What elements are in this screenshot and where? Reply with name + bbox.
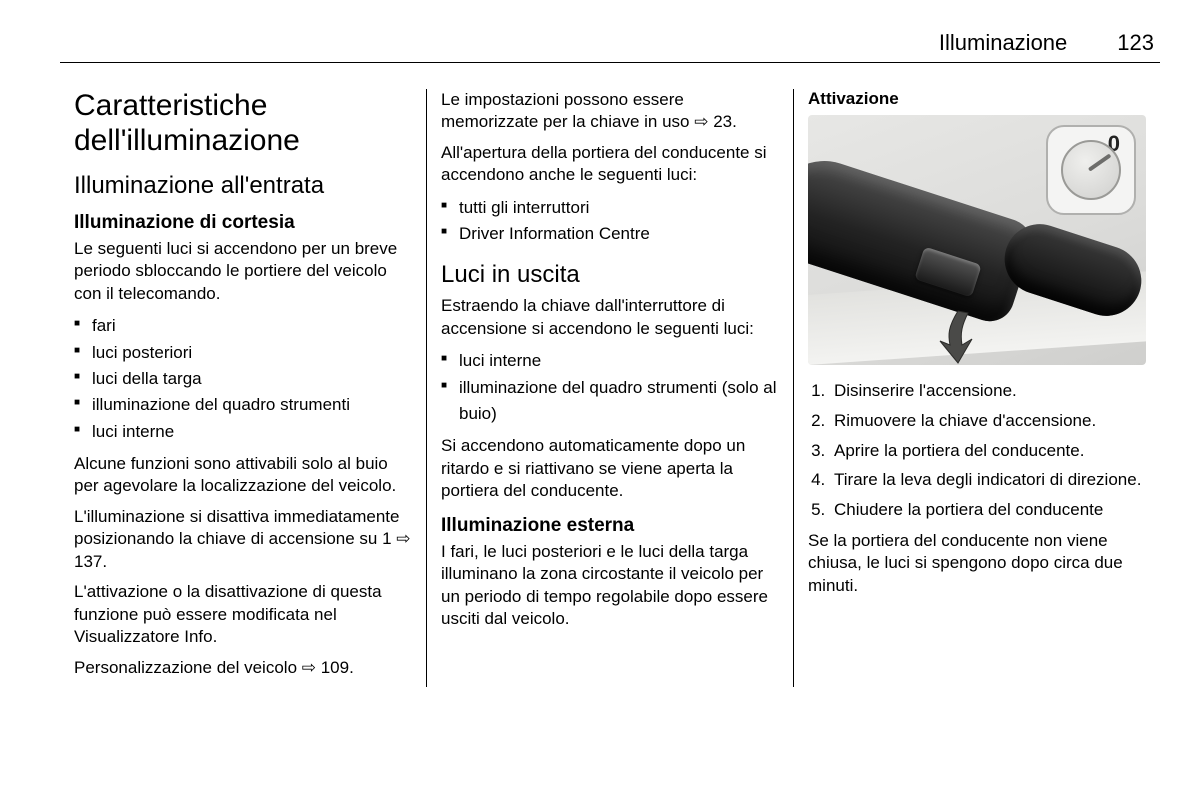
header-page-number: 123 <box>1117 30 1154 56</box>
list-item: Driver Information Centre <box>441 221 779 247</box>
body-text: L'attivazione o la disattivazione di que… <box>74 581 412 648</box>
body-text: Le impostazioni possono essere memorizza… <box>441 89 779 134</box>
bullet-list: luci interne illuminazione del quadro st… <box>441 348 779 427</box>
list-item: luci interne <box>441 348 779 374</box>
pull-arrow-icon <box>928 305 988 365</box>
manual-page: Illuminazione 123 Caratteristiche dell'i… <box>0 0 1200 802</box>
list-item: luci interne <box>74 419 412 445</box>
header-section-title: Illuminazione <box>939 30 1067 56</box>
list-item: luci posteriori <box>74 340 412 366</box>
page-header: Illuminazione 123 <box>60 30 1160 63</box>
stalk-illustration: 0 <box>808 115 1146 365</box>
body-text: Alcune funzioni sono attivabili solo al … <box>74 453 412 498</box>
bullet-list: tutti gli interruttori Driver Informatio… <box>441 195 779 248</box>
bullet-list: fari luci posteriori luci della targa il… <box>74 313 412 445</box>
column-2: Le impostazioni possono essere memorizza… <box>426 89 793 687</box>
body-text: Estraendo la chiave dall'interruttore di… <box>441 295 779 340</box>
body-text: Si accendono automaticamente dopo un rit… <box>441 435 779 502</box>
list-item: illuminazione del quadro strumenti (solo… <box>441 375 779 428</box>
list-item: luci della targa <box>74 366 412 392</box>
content-columns: Caratteristiche dell'illuminazione Illum… <box>60 89 1160 687</box>
step-item: Rimuovere la chiave d'accensione. <box>830 409 1146 433</box>
dial-knob <box>1061 140 1121 200</box>
list-item: tutti gli interruttori <box>441 195 779 221</box>
light-switch-dial: 0 <box>1046 125 1136 215</box>
body-text: Le seguenti luci si accendono per un bre… <box>74 238 412 305</box>
column-1: Caratteristiche dell'illuminazione Illum… <box>60 89 426 687</box>
body-text: Se la portiera del conducente non viene … <box>808 530 1146 597</box>
step-item: Aprire la portiera del conducente. <box>830 439 1146 463</box>
subsection-heading: Illuminazione all'entrata <box>74 172 412 200</box>
step-item: Tirare la leva degli indicatori di direz… <box>830 468 1146 492</box>
step-item: Chiudere la portiera del conducente <box>830 498 1146 522</box>
body-text: Personalizzazione del veicolo ⇨ 109. <box>74 657 412 679</box>
body-text: L'illuminazione si disattiva immediatame… <box>74 506 412 573</box>
step-item: Disinserire l'accensione. <box>830 379 1146 403</box>
subsection-heading: Luci in uscita <box>441 261 779 289</box>
body-text: All'apertura della portiera del conducen… <box>441 142 779 187</box>
topic-heading: Illuminazione di cortesia <box>74 212 412 234</box>
list-item: illuminazione del quadro strumenti <box>74 392 412 418</box>
numbered-steps: Disinserire l'accensione. Rimuovere la c… <box>830 379 1146 522</box>
topic-heading: Attivazione <box>808 89 1146 109</box>
topic-heading: Illuminazione esterna <box>441 515 779 537</box>
list-item: fari <box>74 313 412 339</box>
section-heading: Caratteristiche dell'illuminazione <box>74 89 412 158</box>
column-3: Attivazione 0 Disinserire l'accensione. <box>793 89 1160 687</box>
body-text: I fari, le luci posteriori e le luci del… <box>441 541 779 631</box>
